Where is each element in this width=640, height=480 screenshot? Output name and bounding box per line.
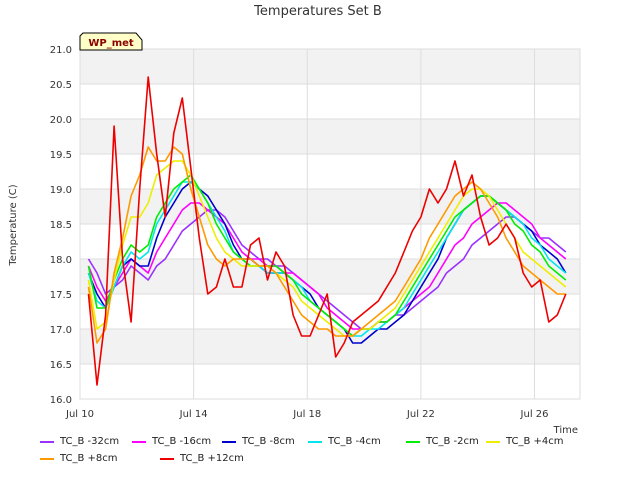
grid-band (80, 119, 580, 154)
legend-swatch (160, 457, 174, 460)
legend-swatch (486, 440, 500, 443)
legend-label: TC_B -16cm (152, 436, 212, 447)
legend-label: TC_B +8cm (60, 453, 118, 464)
x-tick-labels: Jul 10 Jul 14 Jul 18 Jul 22 Jul 26 (65, 409, 549, 420)
series-lines (87, 76, 567, 386)
y-tick-label: 16.5 (50, 360, 72, 371)
legend-item: TC_B -4cm (308, 436, 381, 447)
x-tick-label: Jul 26 (520, 409, 549, 420)
legend-label: TC_B -32cm (60, 436, 120, 447)
station-badge: WP_met (79, 32, 143, 51)
chart-title: Temperatures Set B (253, 4, 382, 19)
legend-item: TC_B -2cm (406, 436, 479, 447)
series-line-tc-b-16cm (87, 202, 567, 330)
series-line-tc-b-12cm (87, 76, 567, 386)
legend-swatch (308, 440, 322, 443)
x-tick-label: Jul 18 (292, 409, 321, 420)
grid-band (80, 259, 580, 294)
series-line-tc-b-4cm (87, 160, 567, 337)
legend-item: TC_B -32cm (40, 436, 119, 447)
legend-label: TC_B -4cm (328, 436, 381, 447)
grid-band (80, 329, 580, 364)
y-tick-label: 21.0 (50, 45, 72, 56)
badge-label: WP_met (88, 38, 134, 49)
x-tick-label: Jul 10 (65, 409, 94, 420)
series-line-tc-b-8cm (87, 146, 566, 344)
y-tick-label: 19.0 (50, 185, 72, 196)
legend-label: TC_B +4cm (506, 436, 564, 447)
y-tick-label: 16.0 (50, 395, 72, 406)
legend-item: TC_B -8cm (222, 436, 295, 447)
legend-item: TC_B +8cm (40, 453, 118, 464)
legend-item: TC_B +4cm (486, 436, 564, 447)
y-tick-label: 20.0 (50, 115, 72, 126)
y-tick-label: 18.0 (50, 255, 72, 266)
legend-swatch (40, 457, 54, 460)
legend-item: TC_B +12cm (160, 453, 244, 464)
y-tick-label: 17.5 (50, 290, 72, 301)
y-tick-label: 20.5 (50, 80, 72, 91)
x-tick-label: Jul 22 (406, 409, 435, 420)
series-line-tc-b-2cm (87, 174, 567, 337)
legend-label: TC_B -8cm (242, 436, 295, 447)
y-tick-label: 17.0 (50, 325, 72, 336)
legend-swatch (132, 440, 146, 443)
grid-bands (80, 49, 580, 364)
x-axis-label: Time (553, 425, 578, 436)
plot-frame (79, 48, 581, 400)
grid-band (80, 49, 580, 84)
y-tick-label: 19.5 (50, 150, 72, 161)
legend-label: TC_B -2cm (426, 436, 479, 447)
legend-swatch (406, 440, 420, 443)
y-tick-label: 18.5 (50, 220, 72, 231)
x-tick-label: Jul 14 (179, 409, 208, 420)
y-tick-labels: 16.0 16.5 17.0 17.5 18.0 18.5 19.0 19.5 20.0 20.5… (50, 45, 72, 406)
y-axis-label: Temperature (C) (8, 184, 19, 266)
legend-swatch (40, 440, 54, 443)
legend-label: TC_B +12cm (180, 453, 244, 464)
legend-swatch (222, 440, 236, 443)
legend-item: TC_B -16cm (132, 436, 211, 447)
